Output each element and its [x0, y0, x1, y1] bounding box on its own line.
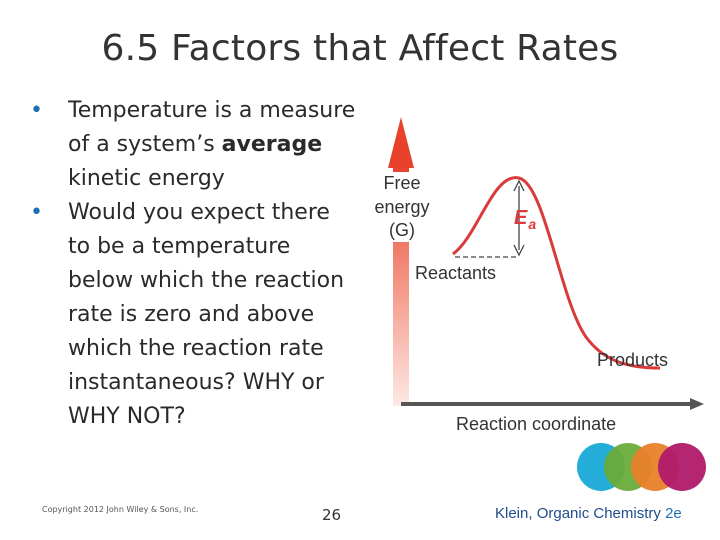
bullet-text-line: kinetic energy — [68, 166, 225, 191]
y-axis-label-line: (G) — [389, 220, 415, 240]
bullet-text-line: below which the reaction — [68, 268, 345, 293]
bullet-item-temperature: • Temperature is a measure of a system’s… — [30, 94, 370, 196]
bullet-text-line: rate is zero and above — [68, 302, 315, 327]
products-label: Products — [597, 350, 668, 370]
bullet-item-question: • Would you expect there to be a tempera… — [30, 196, 370, 434]
y-axis-label-backdrop — [378, 172, 434, 242]
bullet-text-line: to be a temperature — [68, 234, 291, 259]
emphasis-average: average — [221, 132, 323, 157]
bullet-icon: • — [30, 200, 43, 225]
y-axis-arrow — [388, 117, 414, 406]
bullet-text-line: which the reaction rate — [68, 336, 324, 361]
activation-energy-label: Ea — [514, 207, 536, 232]
bullet-text-line: of a system’s average — [68, 132, 323, 157]
publisher-logo — [577, 443, 706, 491]
bullet-text-line: instantaneous? WHY or — [68, 370, 324, 395]
bullet-text-line: Temperature is a measure — [68, 98, 356, 123]
slide-title: 6.5 Factors that Affect Rates — [101, 28, 619, 69]
bullet-text-line: WHY NOT? — [68, 404, 186, 429]
textbook-credit: Klein, Organic Chemistry 2e — [495, 505, 682, 522]
y-axis-label-line: Free — [383, 173, 420, 193]
bullet-list: • Temperature is a measure of a system’s… — [30, 94, 370, 434]
reactants-label: Reactants — [415, 263, 496, 283]
page-number: 26 — [322, 506, 342, 524]
activation-energy-arrow — [513, 179, 525, 257]
copyright-notice: Copyright 2012 John Wiley & Sons, Inc. — [42, 505, 199, 514]
x-axis-label: Reaction coordinate — [456, 414, 616, 434]
logo-circle — [658, 443, 706, 491]
energy-curve — [452, 176, 661, 370]
y-axis-label-line: energy — [374, 197, 429, 217]
x-axis-arrow — [401, 398, 704, 410]
bullet-text-line: Would you expect there — [68, 200, 330, 225]
bullet-icon: • — [30, 98, 43, 123]
